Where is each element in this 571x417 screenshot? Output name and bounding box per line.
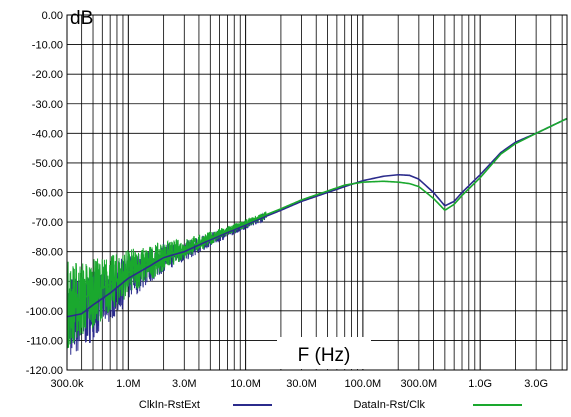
- legend: ClkIn-RstExt DataIn-Rst/Clk: [139, 399, 522, 411]
- y-axis-label: dB: [70, 8, 93, 29]
- x-tick-label: 100.0M: [345, 378, 382, 390]
- y-tick-label: -110.00: [27, 335, 64, 347]
- x-tick-label: 300.0M: [400, 378, 437, 390]
- series-line-1: [66, 117, 568, 318]
- x-tick-label: 10.0M: [230, 378, 261, 390]
- x-axis-label-background: [277, 337, 371, 369]
- y-tick-label: -70.00: [32, 217, 63, 229]
- x-tick-label: 1.0M: [116, 378, 140, 390]
- y-tick-label: 0.00: [42, 10, 63, 22]
- y-tick-label: -120.00: [26, 365, 63, 377]
- y-tick-label: -50.00: [32, 158, 63, 170]
- legend-label: DataIn-Rst/Clk: [353, 399, 425, 411]
- y-tick-label: -80.00: [32, 247, 63, 259]
- y-tick-labels: 0.00 -10.00 -20.00 -30.00 -40.00 -50.00 -60.00…: [26, 10, 63, 377]
- series-lines: [66, 117, 568, 318]
- y-tick-label: -30.00: [32, 99, 63, 111]
- x-axis-label: F (Hz): [298, 345, 351, 366]
- series-line-2: [66, 117, 568, 306]
- x-tick-label: 30.0M: [286, 378, 317, 390]
- x-tick-label: 1.0G: [468, 378, 492, 390]
- x-tick-label: 3.0G: [524, 378, 548, 390]
- plot-frame: [66, 14, 568, 371]
- x-tick-label: 300.0k: [50, 378, 84, 390]
- y-tick-label: -40.00: [32, 128, 63, 140]
- x-tick-label: 3.0M: [172, 378, 196, 390]
- legend-label: ClkIn-RstExt: [139, 399, 200, 411]
- y-tick-label: -100.00: [26, 306, 63, 318]
- x-tick-labels: 300.0k 1.0M 3.0M 10.0M 30.0M 100.0M 300.0M 1.0G…: [50, 378, 548, 390]
- y-tick-label: -60.00: [32, 188, 63, 200]
- y-tick-label: -10.00: [32, 40, 63, 52]
- y-tick-label: -20.00: [32, 69, 63, 81]
- y-tick-label: -90.00: [32, 276, 63, 288]
